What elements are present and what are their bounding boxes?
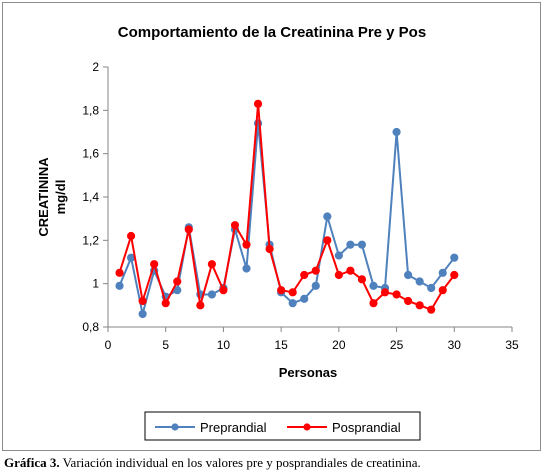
- data-point-posprandial: [207, 260, 216, 269]
- data-point-posprandial: [438, 286, 447, 295]
- x-axis-title: Personas: [279, 365, 338, 380]
- x-tick-label: 15: [274, 338, 288, 352]
- data-point-preprandial: [311, 281, 320, 290]
- data-point-posprandial: [300, 270, 309, 280]
- data-point-preprandial: [323, 212, 332, 221]
- data-point-posprandial: [415, 301, 424, 310]
- legend-label-posprandial: Posprandial: [332, 420, 401, 435]
- data-point-posprandial: [311, 266, 320, 275]
- x-tick-label: 0: [105, 338, 112, 352]
- data-point-preprandial: [346, 240, 355, 249]
- data-point-preprandial: [369, 281, 378, 290]
- data-point-posprandial: [161, 299, 170, 308]
- chart-frame: [2, 2, 541, 451]
- data-point-posprandial: [253, 99, 263, 108]
- y-tick-label: 1,4: [82, 190, 99, 204]
- data-point-preprandial: [138, 309, 147, 319]
- series-line-posprandial: [118, 102, 456, 311]
- y-tick-label: 1,2: [82, 233, 99, 247]
- x-tick-label: 35: [505, 338, 519, 352]
- data-point-preprandial: [438, 268, 447, 277]
- data-point-posprandial: [138, 296, 147, 306]
- x-tick-label: 25: [390, 338, 404, 352]
- series-line-preprandial: [118, 122, 456, 315]
- data-point-posprandial: [242, 240, 251, 249]
- data-point-posprandial: [450, 270, 459, 280]
- y-tick-label: 1: [92, 277, 99, 291]
- data-point-preprandial: [288, 299, 297, 308]
- y-tick-label: 1,6: [82, 147, 99, 161]
- data-point-posprandial: [334, 270, 343, 280]
- y-tick-label: 0,8: [82, 320, 99, 334]
- data-point-posprandial: [346, 266, 355, 275]
- data-point-preprandial: [242, 264, 251, 273]
- data-point-posprandial: [196, 301, 205, 310]
- data-point-posprandial: [323, 236, 332, 245]
- y-axis-title-line-2: mg/dl: [53, 180, 68, 215]
- data-point-preprandial: [450, 253, 459, 262]
- plot-area: 0,811,21,41,61,820 5 10 15 20 25 30 35: [82, 60, 519, 352]
- data-point-posprandial: [150, 260, 159, 269]
- data-point-posprandial: [404, 296, 413, 306]
- data-point-posprandial: [369, 299, 378, 308]
- y-tick-label: 2: [92, 60, 99, 74]
- data-point-preprandial: [207, 290, 216, 299]
- data-point-posprandial: [427, 305, 436, 314]
- x-tick-label: 20: [332, 338, 346, 352]
- y-axis-title: CREATININA mg/dl: [36, 157, 68, 237]
- data-point-posprandial: [357, 275, 367, 284]
- data-point-preprandial: [415, 277, 424, 286]
- data-point-posprandial: [230, 221, 240, 230]
- data-point-posprandial: [265, 244, 274, 254]
- x-tick-label: 5: [162, 338, 169, 352]
- data-point-posprandial: [184, 225, 193, 234]
- data-point-posprandial: [392, 290, 401, 299]
- data-point-posprandial: [288, 288, 297, 297]
- data-point-preprandial: [115, 281, 124, 290]
- chart-title: Comportamiento de la Creatinina Pre y Po…: [118, 24, 426, 41]
- legend-marker-posprandial: [303, 423, 311, 431]
- legend-label-preprandial: Preprandial: [200, 420, 267, 435]
- data-point-preprandial: [300, 294, 309, 303]
- data-point-preprandial: [334, 251, 343, 260]
- x-tick-label: 10: [217, 338, 231, 352]
- data-point-posprandial: [380, 288, 390, 297]
- data-point-posprandial: [173, 277, 182, 286]
- data-point-posprandial: [277, 286, 286, 295]
- data-point-preprandial: [404, 270, 413, 280]
- legend-marker-preprandial: [171, 423, 179, 431]
- figure-caption: Gráfica 3. Variación individual en los v…: [4, 455, 544, 471]
- x-tick-label: 30: [448, 338, 462, 352]
- data-point-posprandial: [115, 268, 124, 277]
- data-point-preprandial: [427, 283, 436, 293]
- data-point-preprandial: [392, 127, 401, 137]
- data-point-posprandial: [126, 231, 136, 241]
- data-point-posprandial: [219, 286, 228, 295]
- data-point-preprandial: [357, 240, 367, 249]
- caption-text: Variación individual en los valores pre …: [59, 455, 421, 470]
- y-axis-title-line-1: CREATININA: [36, 157, 51, 237]
- caption-label: Gráfica 3.: [4, 455, 60, 470]
- legend: Preprandial Posprandial: [144, 411, 421, 441]
- y-tick-label: 1,8: [82, 103, 99, 117]
